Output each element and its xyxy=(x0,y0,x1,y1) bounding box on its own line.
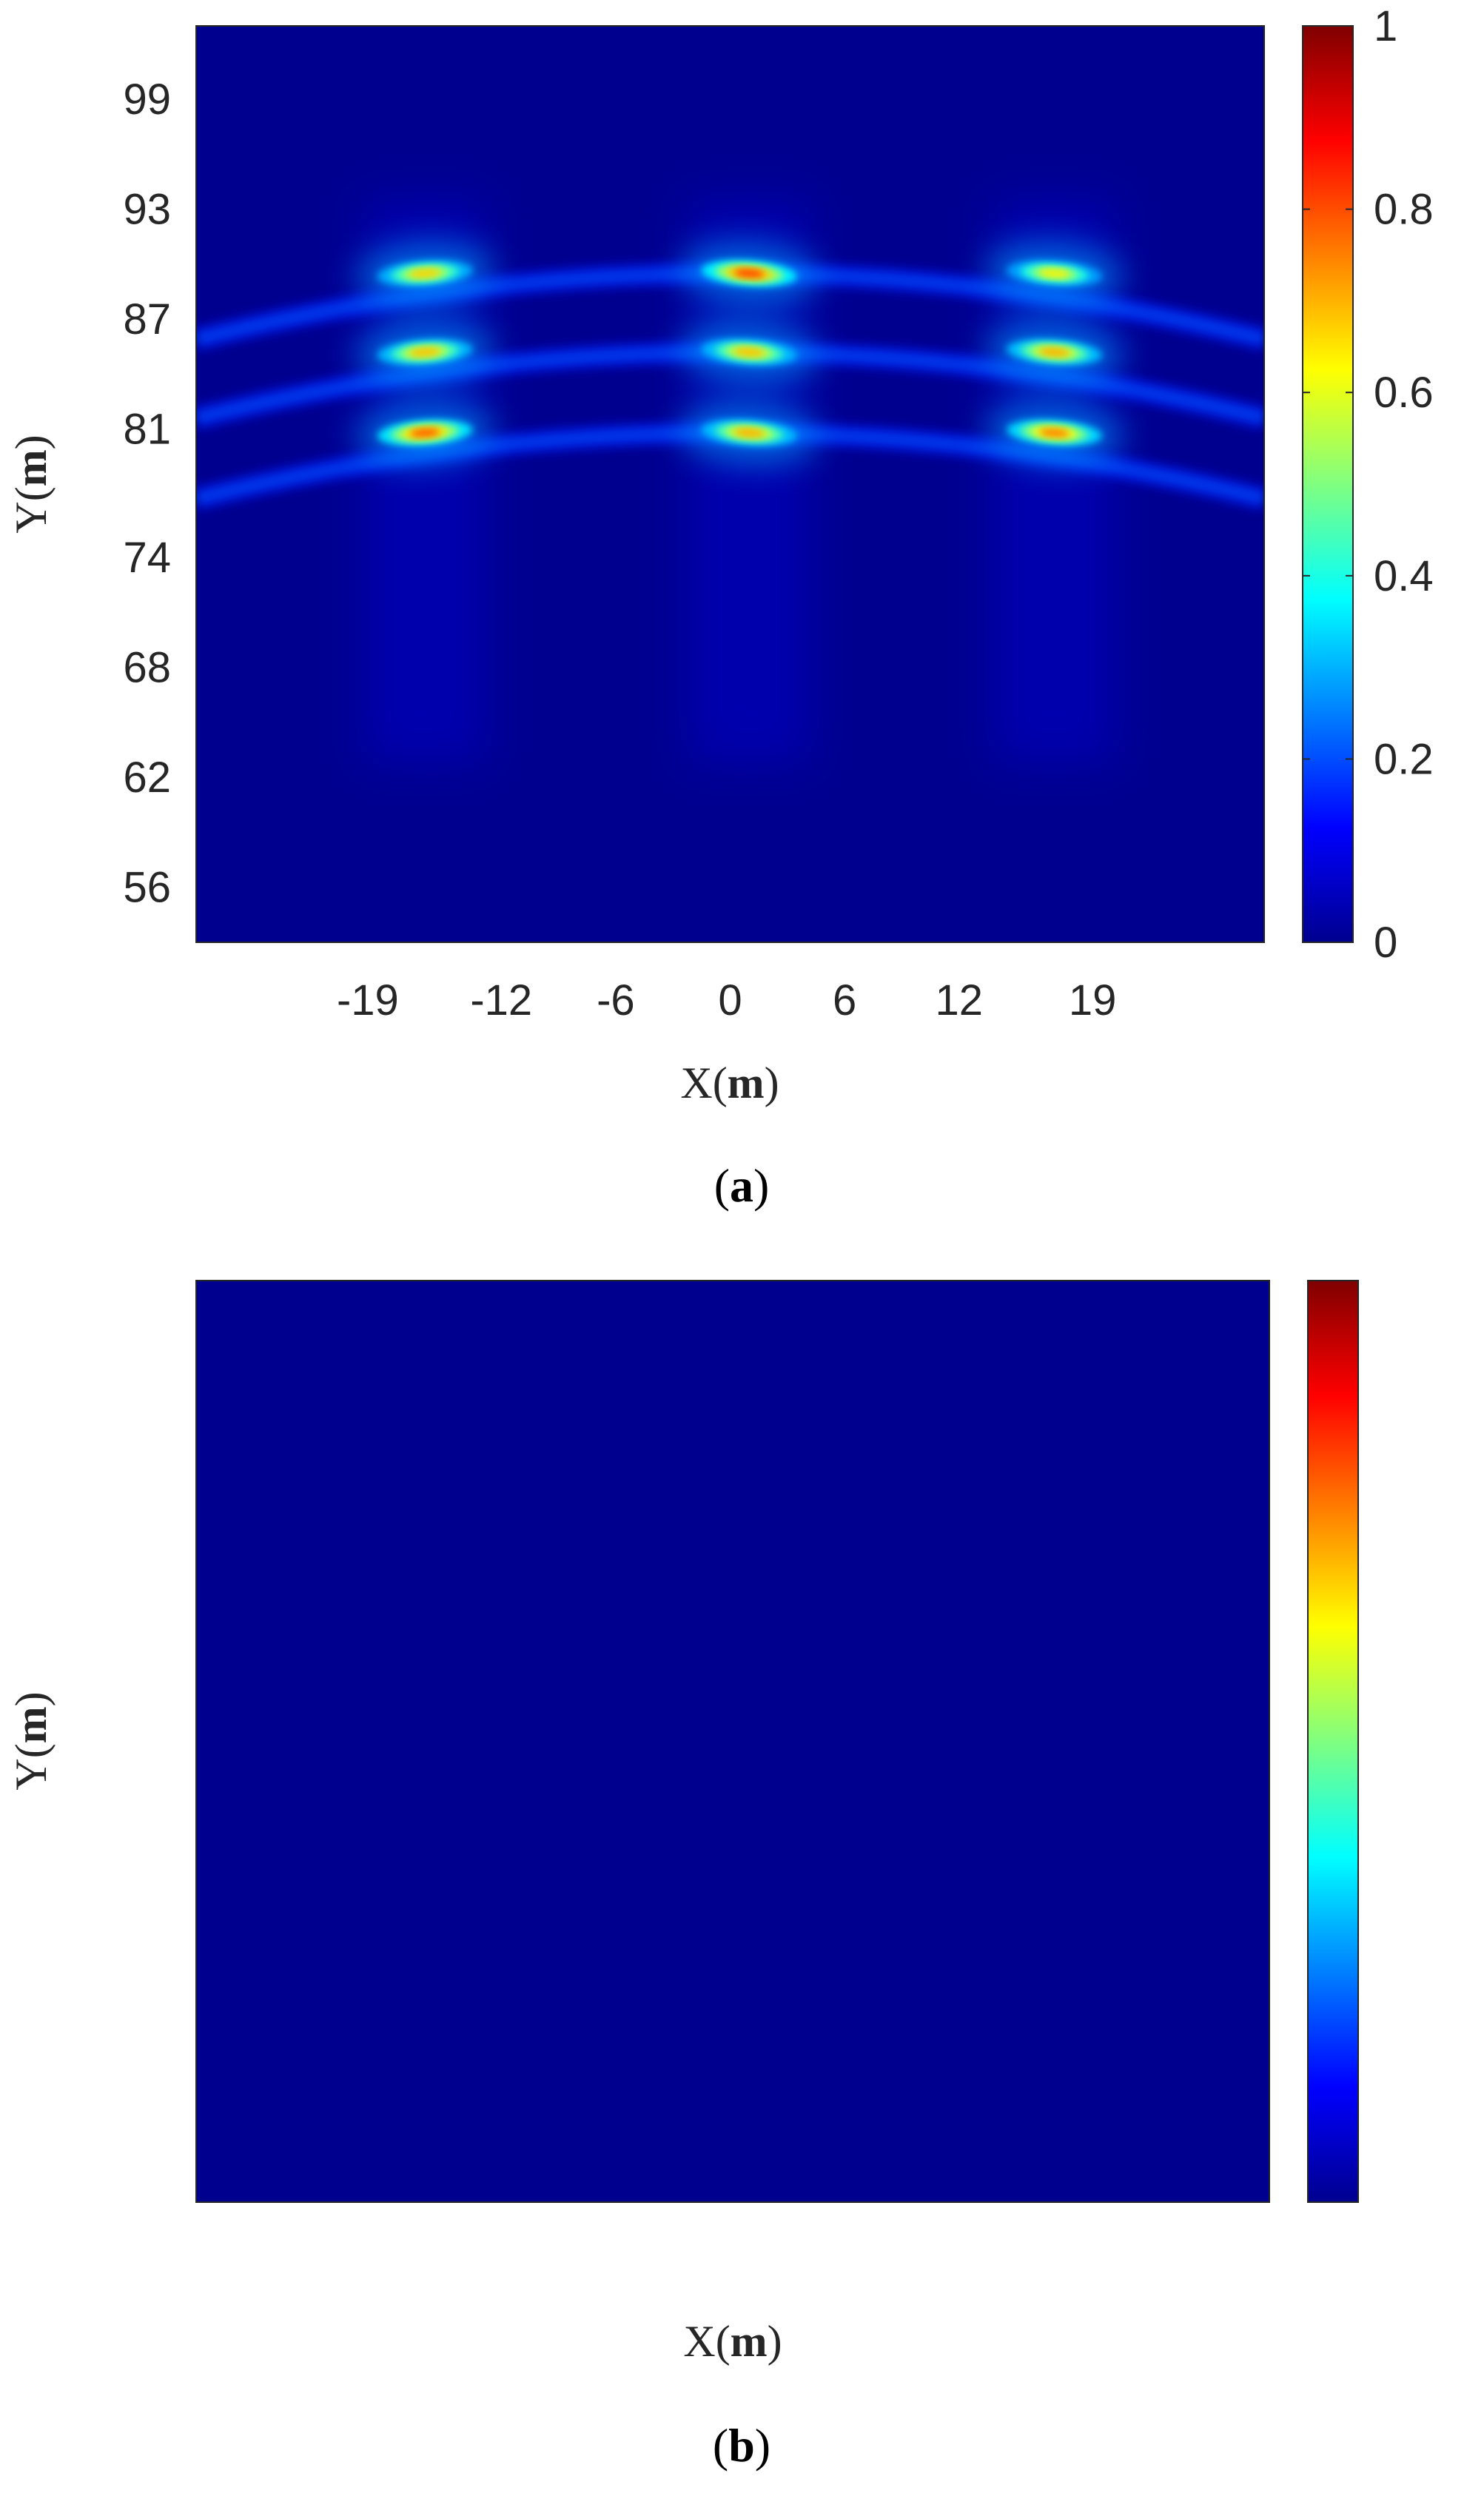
colorbar-tick-label: 0 xyxy=(1374,919,1397,967)
target-point xyxy=(356,401,494,465)
colorbar xyxy=(1302,25,1354,943)
target-spot xyxy=(1038,348,1070,357)
target-spot xyxy=(409,429,440,437)
x-tick-label: -6 xyxy=(597,976,635,1024)
colorbar-tick-label: 0.4 xyxy=(1374,552,1434,600)
target-spot xyxy=(1038,269,1070,278)
panel-a: 99 93 87 81 74 68 62 56 -19 -12 -6 0 6 12 19 Y(m) X(m… xyxy=(7,2,1434,1212)
plot-background xyxy=(196,1281,1269,2202)
colorbar xyxy=(1307,1280,1359,2203)
colorbar-tick-labels: 0 0.2 0.4 0.6 0.8 1 xyxy=(1303,2,1434,967)
target-spot xyxy=(1038,429,1070,437)
target-point xyxy=(985,321,1124,384)
panel-caption: (b) xyxy=(713,2419,770,2472)
y-tick-label: 87 xyxy=(123,295,171,343)
y-tick-label: 62 xyxy=(123,754,171,802)
plot-frame xyxy=(195,25,1265,943)
colorbar-tick-label: 0.6 xyxy=(1374,369,1434,417)
x-axis-label: X(m) xyxy=(680,1059,779,1107)
x-tick-label: 12 xyxy=(935,976,983,1024)
target-point xyxy=(680,321,818,384)
y-axis-label: Y(m) xyxy=(7,435,56,533)
y-tick-label: 56 xyxy=(123,864,171,912)
colorbar-tick-label: 0.2 xyxy=(1374,735,1434,783)
target-point xyxy=(356,241,494,305)
x-tick-label: -12 xyxy=(470,976,532,1024)
y-tick-labels: 99 93 87 81 74 68 62 56 xyxy=(123,76,171,912)
y-tick-label: 99 xyxy=(123,76,171,124)
target-spot xyxy=(409,348,440,357)
target-point xyxy=(680,241,818,305)
y-tick-label: 81 xyxy=(123,406,171,454)
target-spot xyxy=(733,429,765,437)
x-tick-label: 0 xyxy=(718,976,742,1024)
x-tick-label: -19 xyxy=(337,976,399,1024)
panel-b: Y(m) X(m) (b) xyxy=(7,1280,1359,2472)
target-point xyxy=(985,241,1124,305)
x-tick-label: 19 xyxy=(1069,976,1117,1024)
y-axis-label: Y(m) xyxy=(7,1691,56,1790)
target-spot xyxy=(733,348,765,357)
target-spot xyxy=(409,269,440,278)
target-point xyxy=(356,321,494,384)
heatmap-layer xyxy=(196,200,1264,763)
colorbar-tick-label: 0.8 xyxy=(1374,186,1434,234)
y-tick-label: 93 xyxy=(123,186,171,234)
target-point xyxy=(680,401,818,465)
x-tick-label: 6 xyxy=(833,976,856,1024)
x-tick-labels: -19 -12 -6 0 6 12 19 xyxy=(337,976,1116,1024)
y-tick-label: 74 xyxy=(123,534,171,582)
x-axis-label: X(m) xyxy=(683,2317,782,2366)
plot-frame xyxy=(195,1280,1270,2203)
target-spot xyxy=(733,269,765,278)
target-point xyxy=(985,401,1124,465)
y-tick-label: 68 xyxy=(123,644,171,692)
colorbar-tick-label: 1 xyxy=(1374,2,1397,50)
panel-caption: (a) xyxy=(714,1159,770,1212)
